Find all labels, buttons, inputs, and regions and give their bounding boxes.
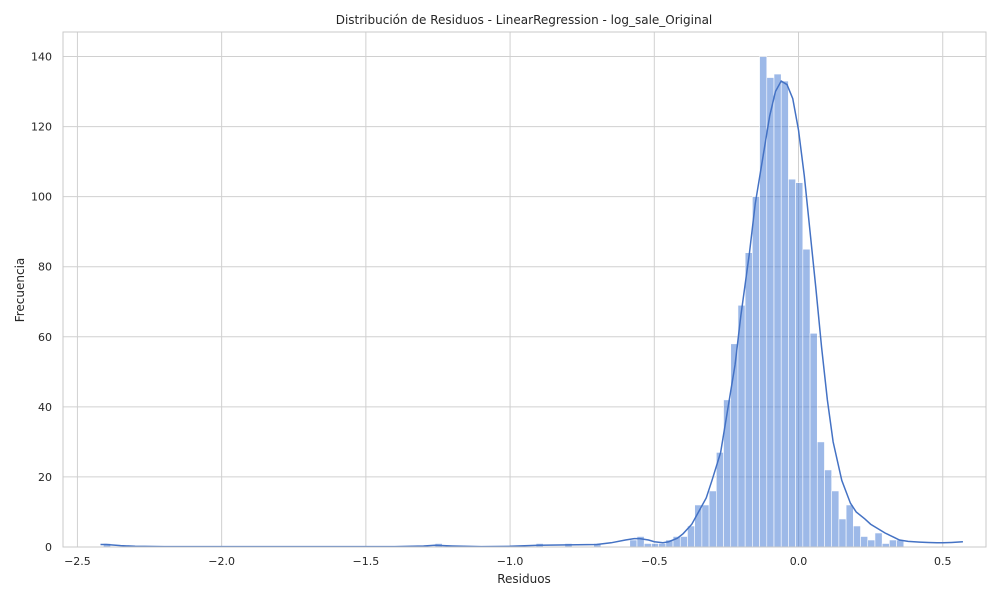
histogram-bar <box>889 539 897 548</box>
histogram-bar <box>759 56 768 548</box>
histogram-bar <box>853 525 861 548</box>
histogram-bar <box>802 248 811 548</box>
histogram-bar <box>730 343 739 548</box>
x-tick-label: −1.0 <box>497 555 524 568</box>
histogram-bar <box>766 77 775 548</box>
histogram-bar <box>845 504 854 548</box>
grid-layer <box>63 32 986 548</box>
y-tick-label: 120 <box>31 121 52 134</box>
histogram-bar <box>816 441 825 548</box>
histogram-bar <box>773 73 782 548</box>
histogram-bar <box>643 543 652 548</box>
histogram-bar <box>838 518 847 548</box>
histogram-bar <box>716 452 724 548</box>
bars-layer <box>103 56 905 548</box>
x-tick-label: −2.0 <box>208 555 235 568</box>
histogram-bar <box>780 80 789 548</box>
histogram-bar <box>687 525 695 548</box>
y-tick-label: 0 <box>45 541 52 554</box>
chart-title: Distribución de Residuos - LinearRegress… <box>336 13 713 27</box>
y-tick-label: 80 <box>38 261 52 274</box>
x-tick-label: 0.5 <box>934 555 952 568</box>
histogram-bar <box>651 543 659 548</box>
histogram-bar <box>658 543 667 548</box>
y-tick-label: 20 <box>38 471 52 484</box>
histogram-bar <box>881 543 890 548</box>
histogram-bar <box>824 469 832 548</box>
y-axis-title: Frecuencia <box>13 258 27 323</box>
x-tick-label: −1.5 <box>353 555 380 568</box>
histogram-bar <box>788 178 796 548</box>
histogram-bar <box>737 304 746 548</box>
ticks-layer: −2.5 −2.0 −1.5 −1.0 −0.5 0.0 0.5 0 20 40 60 80 100 12… <box>31 51 951 568</box>
kde-layer <box>100 80 963 548</box>
histogram-bar <box>860 536 869 548</box>
y-tick-label: 60 <box>38 331 52 344</box>
histogram-bar <box>867 539 876 548</box>
x-tick-label: −0.5 <box>641 555 668 568</box>
x-axis-title: Residuos <box>497 572 551 586</box>
histogram-bar <box>752 196 760 548</box>
x-tick-label: −2.5 <box>64 555 91 568</box>
histogram-bar <box>629 539 638 548</box>
y-tick-label: 100 <box>31 191 52 204</box>
histogram-bar <box>795 182 804 548</box>
histogram-bar <box>809 332 818 548</box>
histogram-bar <box>708 490 717 548</box>
histogram-bar <box>679 536 688 548</box>
plot-frame <box>62 31 987 548</box>
x-tick-label: 0.0 <box>790 555 808 568</box>
histogram-bar <box>701 504 710 548</box>
histogram-bar <box>744 252 753 548</box>
histogram-bar <box>723 399 732 548</box>
y-tick-label: 40 <box>38 401 52 414</box>
histogram-bar <box>831 490 840 548</box>
histogram-bar <box>874 532 883 548</box>
kde-curve <box>100 80 963 548</box>
y-tick-label: 140 <box>31 51 52 64</box>
